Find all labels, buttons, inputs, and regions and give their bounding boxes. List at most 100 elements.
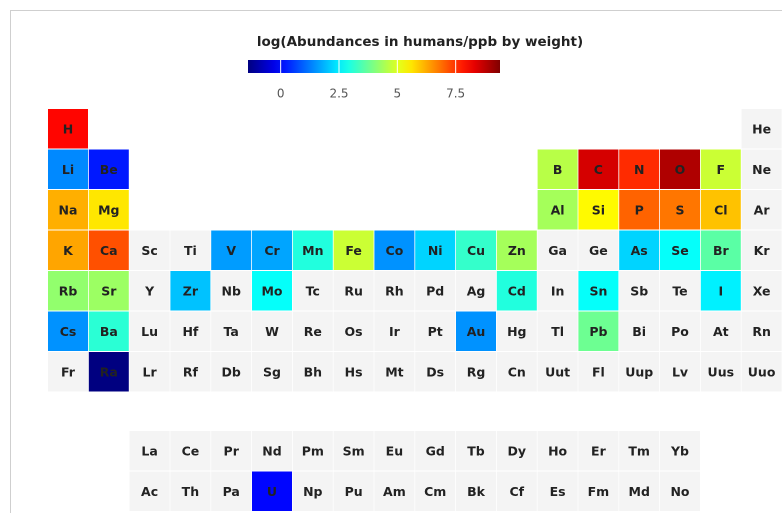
heat-cell (88, 271, 129, 311)
element-symbol: Al (551, 202, 565, 217)
heat-cell (252, 471, 292, 511)
element-symbol: Pa (223, 484, 240, 499)
element-symbol: H (63, 121, 73, 136)
colorbar-tick-label: 0 (277, 87, 285, 101)
element-symbol: Ca (100, 243, 118, 258)
element-symbol: Md (629, 484, 650, 499)
heat-cell (48, 271, 88, 311)
empty-cell (292, 352, 333, 392)
element-symbol: Ar (754, 202, 771, 217)
element-symbol: Cr (264, 243, 280, 258)
heat-cell (48, 311, 88, 351)
empty-cell (333, 311, 374, 351)
empty-cell (741, 311, 782, 351)
heat-cell (700, 271, 741, 311)
heat-cell (456, 311, 496, 351)
element-symbol: Pd (426, 283, 444, 298)
empty-cell (252, 352, 292, 392)
element-symbol: Xe (753, 283, 771, 298)
element-symbol: Rh (385, 283, 404, 298)
empty-cell (129, 271, 170, 311)
colorbar-tick-label: 2.5 (329, 87, 348, 101)
heat-cell (578, 190, 619, 230)
empty-cell (537, 471, 578, 511)
element-symbol: Fl (592, 364, 605, 379)
element-symbol: Co (386, 243, 404, 258)
element-symbol: Li (62, 162, 74, 177)
empty-cell (660, 271, 700, 311)
heat-cell (660, 190, 700, 230)
empty-cell (456, 271, 496, 311)
heat-cell (619, 230, 660, 270)
element-symbol: Ba (100, 324, 118, 339)
empty-cell (741, 271, 782, 311)
element-symbol: B (553, 162, 563, 177)
heat-cell (211, 230, 252, 270)
element-symbol: Ce (182, 443, 200, 458)
element-symbol: Cm (424, 484, 446, 499)
element-symbol: Bk (467, 484, 486, 499)
heat-cell (660, 149, 700, 189)
empty-cell (211, 271, 252, 311)
heat-cell (88, 352, 129, 392)
element-symbol: Pb (589, 324, 607, 339)
empty-cell (619, 352, 660, 392)
element-symbol: As (631, 243, 648, 258)
empty-cell (741, 190, 782, 230)
empty-cell (374, 431, 415, 471)
element-symbol: At (713, 324, 729, 339)
empty-cell (292, 431, 333, 471)
heat-cell (415, 230, 456, 270)
empty-cell (537, 352, 578, 392)
element-symbol: Lu (141, 324, 158, 339)
element-symbol: Es (550, 484, 566, 499)
element-symbol: V (226, 243, 236, 258)
empty-cell (415, 271, 456, 311)
element-symbol: Fm (588, 484, 610, 499)
element-symbol: Fe (345, 243, 362, 258)
empty-cell (415, 311, 456, 351)
empty-cell (619, 431, 660, 471)
heat-cell (619, 149, 660, 189)
heat-cell (700, 230, 741, 270)
element-symbol: C (594, 162, 603, 177)
empty-cell (129, 230, 170, 270)
empty-cell (292, 311, 333, 351)
element-symbol: Mt (385, 364, 403, 379)
element-symbol: Ga (548, 243, 567, 258)
empty-cell (578, 431, 619, 471)
element-symbol: Ge (589, 243, 608, 258)
empty-cell (700, 352, 741, 392)
empty-cell (415, 471, 456, 511)
empty-cell (741, 230, 782, 270)
element-symbol: Dy (508, 443, 527, 458)
heat-cell (496, 230, 537, 270)
empty-cell (537, 431, 578, 471)
element-symbol: Er (591, 443, 607, 458)
element-symbol: Si (592, 202, 605, 217)
heat-cell (578, 311, 619, 351)
element-symbol: Cu (467, 243, 485, 258)
element-symbol: Ru (344, 283, 363, 298)
empty-cell (170, 471, 211, 511)
empty-cell (578, 471, 619, 511)
empty-cell (619, 271, 660, 311)
element-symbol: U (267, 484, 277, 499)
empty-cell (496, 471, 537, 511)
element-symbol: Nb (221, 283, 240, 298)
heat-cell (170, 271, 211, 311)
element-symbol: Ir (389, 324, 401, 339)
element-symbol: Ag (467, 283, 486, 298)
heat-cell (374, 230, 415, 270)
element-symbol: Tb (467, 443, 485, 458)
element-symbol: Sn (589, 283, 607, 298)
element-symbol: Sg (263, 364, 281, 379)
element-symbol: Hg (507, 324, 526, 339)
empty-cell (660, 352, 700, 392)
element-symbol: Pt (428, 324, 443, 339)
element-symbol: Zn (508, 243, 526, 258)
heat-cell (48, 230, 88, 270)
empty-cell (333, 352, 374, 392)
empty-cell (700, 311, 741, 351)
element-symbol: Mg (98, 202, 119, 217)
